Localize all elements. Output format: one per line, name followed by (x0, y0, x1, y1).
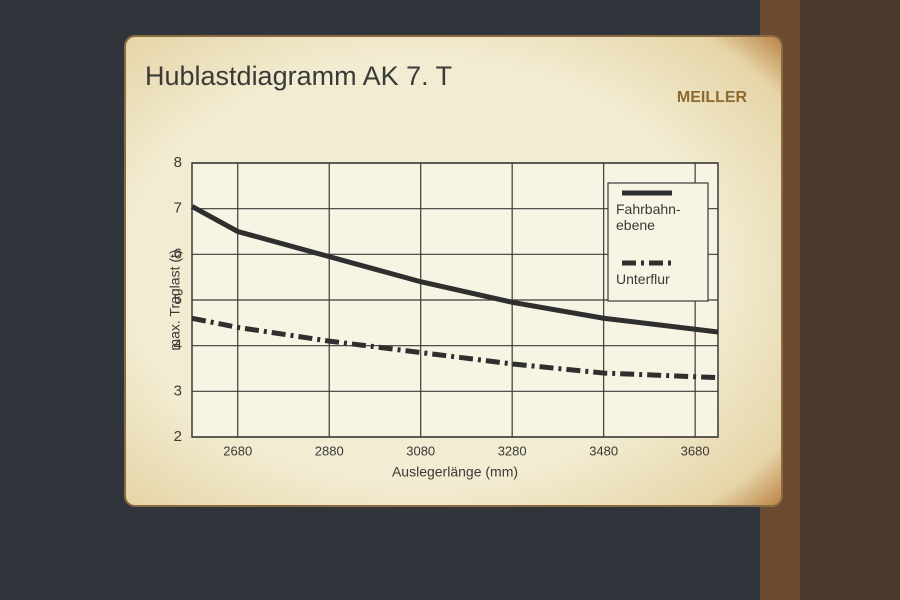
y-tick-label: 3 (174, 382, 182, 399)
legend-box (607, 182, 709, 302)
x-tick-label: 3080 (406, 443, 435, 458)
legend-label: Unterflur (616, 271, 670, 287)
y-tick-label: 6 (174, 245, 182, 262)
x-axis-label: Auslegerlänge (mm) (392, 464, 518, 480)
y-tick-label: 7 (174, 200, 182, 217)
x-tick-label: 2680 (223, 443, 252, 458)
x-tick-label: 3280 (498, 443, 527, 458)
y-tick-label: 8 (174, 154, 182, 171)
legend-label: Fahrbahn- ebene (616, 201, 681, 233)
x-tick-label: 3680 (681, 443, 710, 458)
y-tick-label: 5 (174, 291, 182, 308)
y-axis-label: max. Traglast (t) (167, 249, 183, 350)
logo: MEILLER (677, 89, 748, 106)
series-line (190, 204, 719, 335)
rusty-beam-shadow (800, 0, 900, 600)
chart-title: Hublastdiagramm AK 7. T (145, 61, 452, 91)
y-tick-label: 2 (174, 428, 182, 445)
series-line (191, 315, 719, 381)
x-tick-label: 2880 (315, 443, 344, 458)
y-tick-label: 4 (174, 337, 182, 354)
x-tick-label: 3480 (589, 443, 618, 458)
